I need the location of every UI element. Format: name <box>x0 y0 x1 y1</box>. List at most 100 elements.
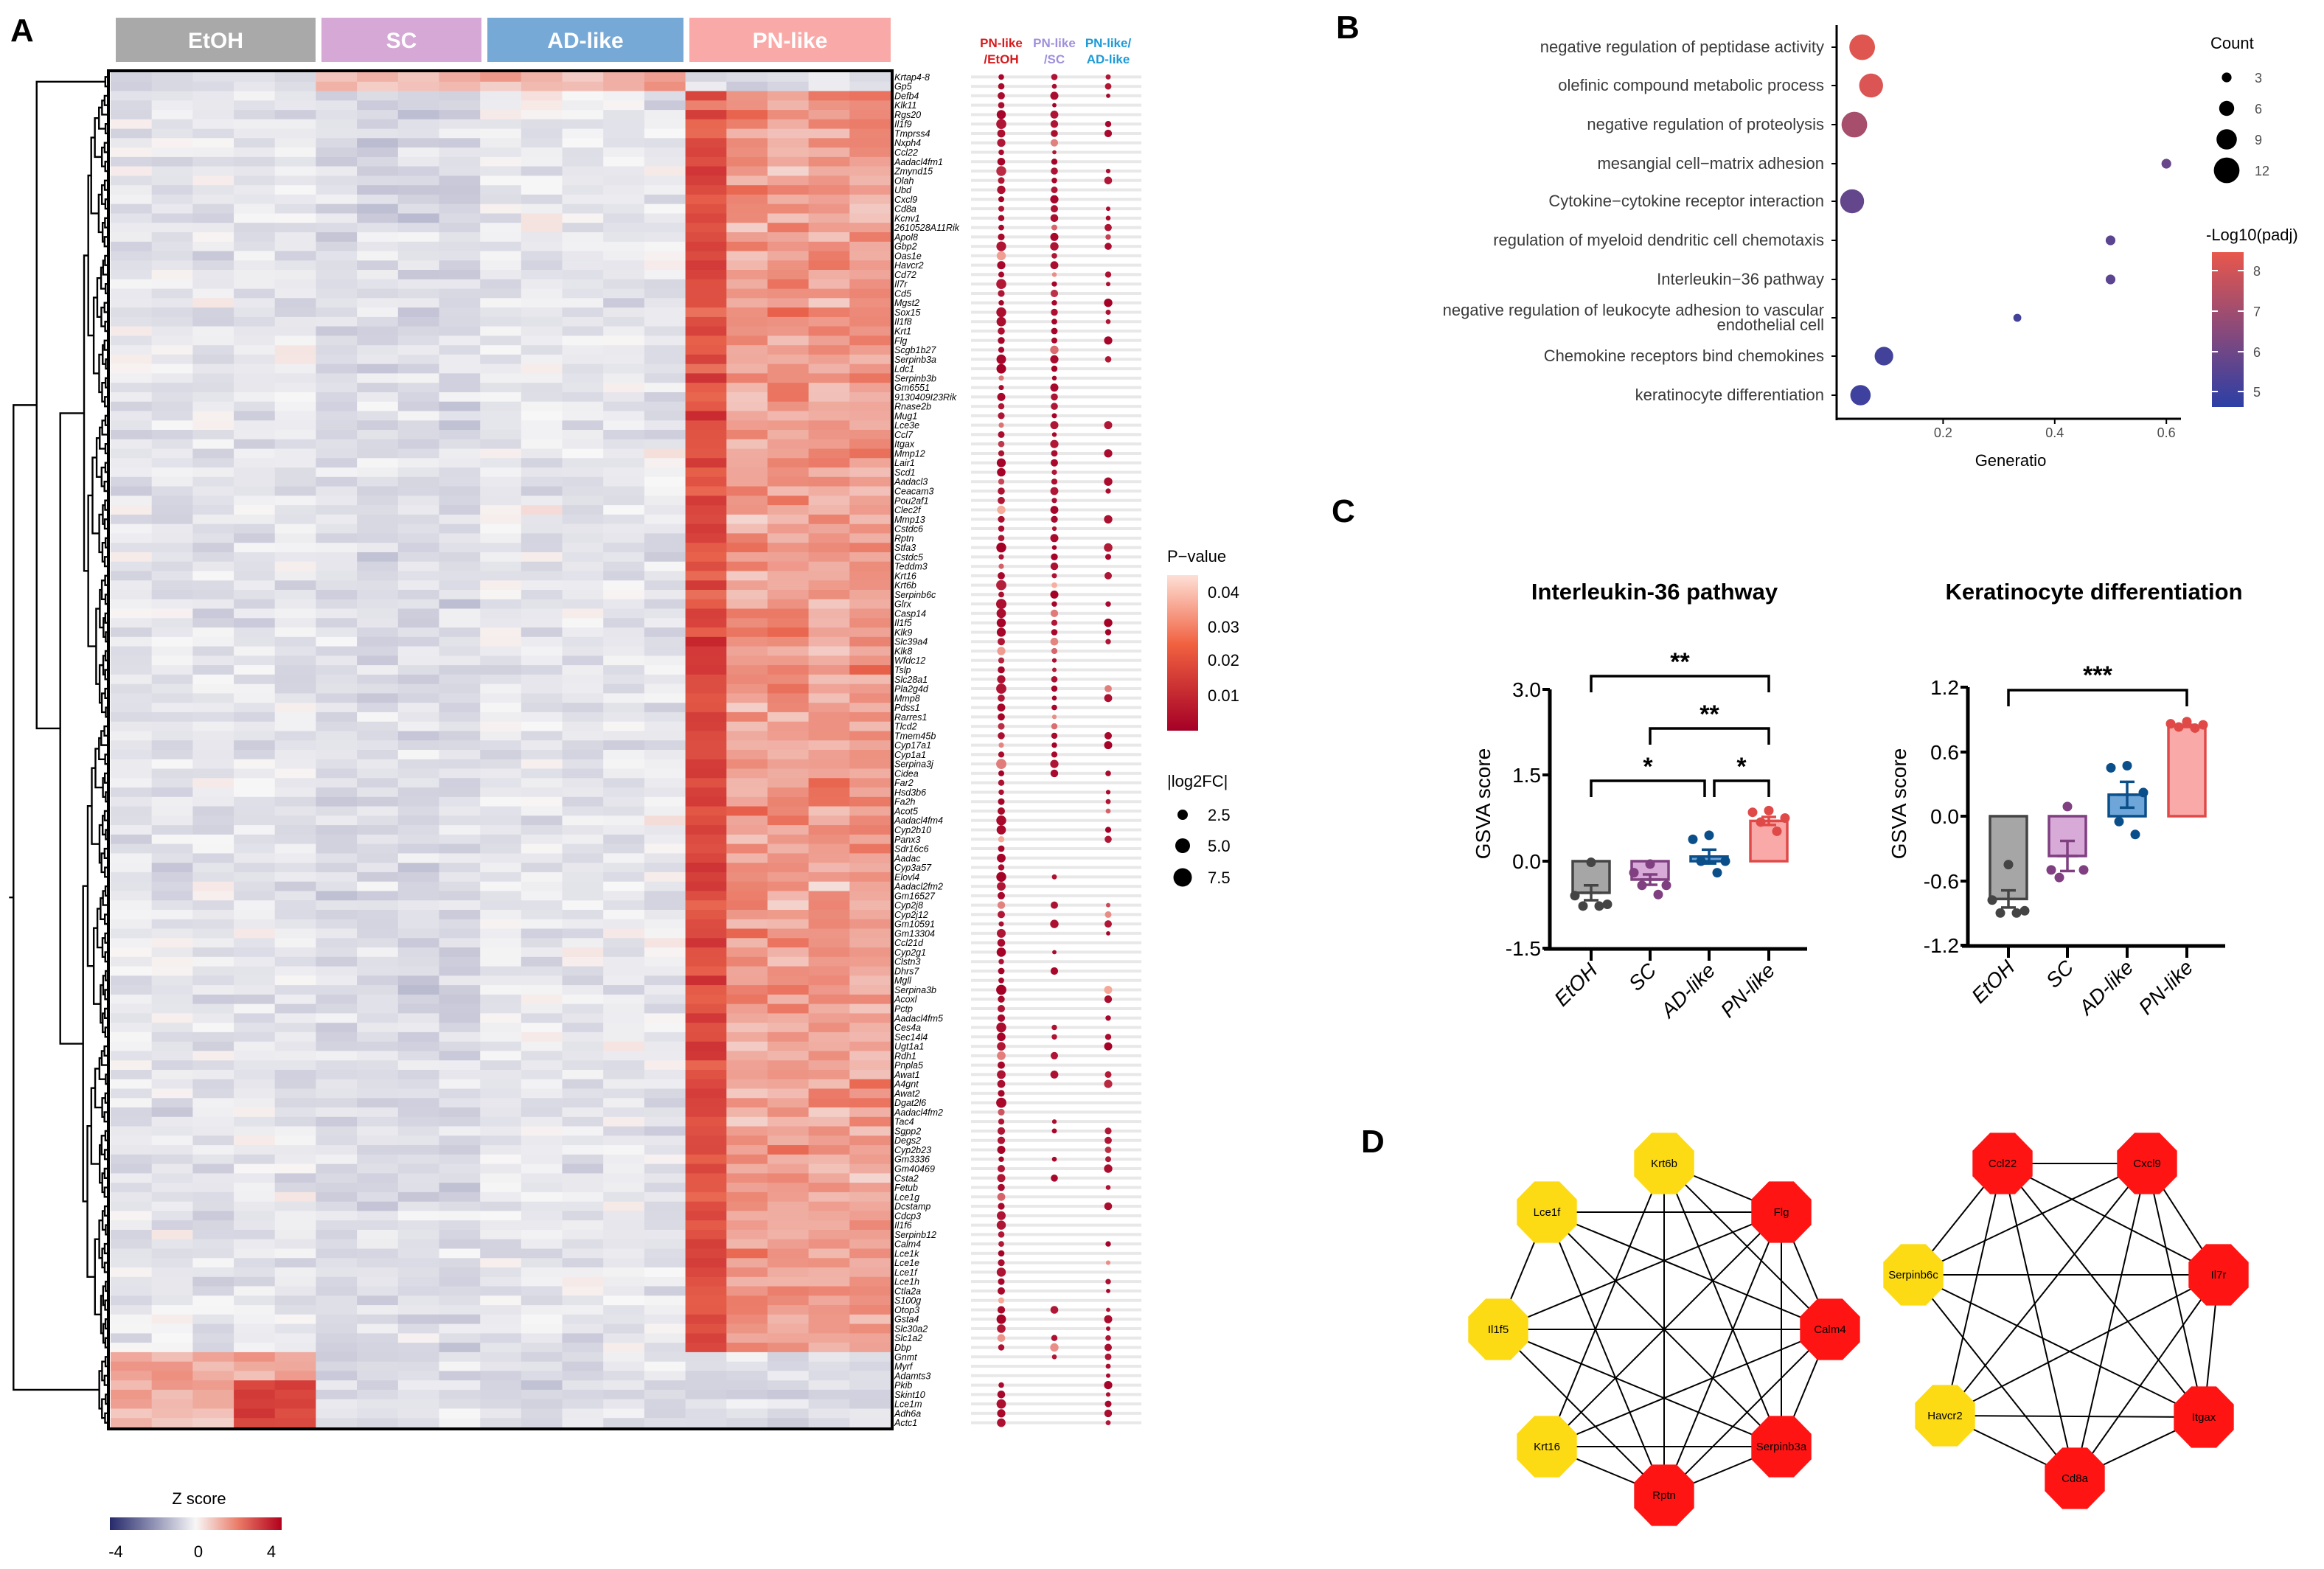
heatmap-cell <box>726 1248 768 1259</box>
heatmap-cell <box>357 1286 399 1296</box>
heatmap-cell <box>480 919 522 930</box>
heatmap-cell <box>808 1173 850 1183</box>
heatmap-cell <box>521 373 563 383</box>
heatmap-cell <box>357 1314 399 1325</box>
heatmap-cell <box>274 543 316 553</box>
heatmap-cell <box>726 81 768 92</box>
heatmap-cell <box>480 863 522 873</box>
heatmap-cell <box>644 119 686 130</box>
gene-label: Ldc1 <box>894 364 914 375</box>
heatmap-cell <box>234 768 276 779</box>
network-node[interactable] <box>1972 1133 2033 1194</box>
heatmap-cell <box>439 938 481 948</box>
heatmap-cell <box>521 1023 563 1033</box>
heatmap-cell <box>726 1267 768 1278</box>
pvalue-dot <box>998 525 1005 532</box>
heatmap-cell <box>274 665 316 675</box>
heatmap-cell <box>316 928 358 939</box>
zscore-legend: Z score -4 0 4 <box>108 1489 282 1561</box>
pvalue-dot <box>996 608 1006 619</box>
gene-label: Slc39a4 <box>894 637 928 647</box>
gene-label: Rdh1 <box>894 1051 916 1061</box>
network-node[interactable] <box>1468 1298 1528 1360</box>
heatmap-cell <box>151 213 193 223</box>
gene-label: Cidea <box>894 768 919 779</box>
heatmap-cell <box>726 618 768 628</box>
gene-label: Dgat2l6 <box>894 1098 926 1108</box>
network-node[interactable] <box>1634 1133 1694 1194</box>
gene-label: Ubd <box>894 185 912 195</box>
heatmap-cell <box>726 1116 768 1127</box>
gene-label: Klk8 <box>894 647 912 657</box>
heatmap-cell <box>849 1079 891 1090</box>
network-node[interactable] <box>1634 1464 1694 1526</box>
network-node[interactable] <box>1915 1385 1975 1447</box>
heatmap-cell <box>521 345 563 355</box>
heatmap-cell <box>849 590 891 600</box>
network-node[interactable] <box>1883 1244 1944 1306</box>
heatmap-cell <box>151 618 193 628</box>
heatmap-cell <box>439 1305 481 1315</box>
heatmap-cell <box>316 270 358 280</box>
heatmap-cell <box>685 881 727 892</box>
network-node[interactable] <box>2174 1386 2234 1448</box>
heatmap-cell <box>234 411 276 421</box>
heatmap-cell <box>562 138 604 148</box>
network-node[interactable] <box>1800 1298 1860 1360</box>
heatmap-cell <box>767 138 810 148</box>
pvalue-dot <box>1104 1400 1112 1408</box>
pvalue-dot <box>997 703 1006 712</box>
heatmap-cell <box>480 354 522 365</box>
gene-label: Mmp12 <box>894 448 925 459</box>
heatmap-cell <box>397 966 440 976</box>
heatmap-cell <box>357 448 399 459</box>
heatmap-cell <box>151 1333 193 1343</box>
pvalue-dot <box>998 1165 1005 1172</box>
heatmap-cell <box>685 335 727 346</box>
heatmap-cell <box>726 467 768 478</box>
network-node[interactable] <box>2045 1447 2105 1509</box>
pvalue-tick: 0.01 <box>1208 686 1239 705</box>
heatmap-cell <box>480 561 522 572</box>
heatmap-cell <box>192 175 234 186</box>
heatmap-cell <box>357 1295 399 1306</box>
heatmap-cell <box>397 392 440 403</box>
heatmap-cell <box>644 796 686 807</box>
heatmap-cell <box>111 703 153 713</box>
heatmap-cell <box>849 571 891 581</box>
heatmap-cell <box>603 1116 645 1127</box>
pvalue-dot <box>1050 111 1059 119</box>
heatmap-cell <box>726 251 768 261</box>
heatmap-cell <box>767 1239 810 1250</box>
heatmap-cell <box>316 110 358 120</box>
network-node[interactable] <box>1517 1416 1577 1478</box>
heatmap-cell <box>521 881 563 892</box>
panel-label-c: C <box>1332 493 1355 529</box>
network-edge <box>1546 1211 1782 1447</box>
heatmap-cell <box>397 1323 440 1334</box>
pvalue-dot <box>998 412 1005 420</box>
heatmap-cell <box>439 646 481 656</box>
gene-label: Gbp2 <box>894 242 917 252</box>
pvalue-dot <box>1104 299 1113 307</box>
network-node[interactable] <box>2188 1244 2249 1306</box>
heatmap-cell <box>397 203 440 215</box>
dendrogram-branch <box>105 1394 108 1405</box>
heatmap-cell <box>767 232 810 243</box>
network-node[interactable] <box>1751 1181 1812 1243</box>
heatmap-cell <box>151 872 193 883</box>
heatmap-cell <box>151 194 193 205</box>
heatmap-cell <box>685 138 727 148</box>
network-node[interactable] <box>1517 1181 1577 1243</box>
heatmap-cell <box>439 1088 481 1099</box>
heatmap-cell <box>685 1220 727 1231</box>
heatmap-cell <box>316 1079 358 1090</box>
network-node[interactable] <box>1751 1416 1812 1478</box>
heatmap-cell <box>767 147 810 158</box>
log2fc-tick: 7.5 <box>1208 869 1231 887</box>
heatmap-cell <box>111 251 153 261</box>
network-node[interactable] <box>2117 1133 2177 1194</box>
heatmap-cell <box>521 1371 563 1381</box>
heatmap-cell <box>439 853 481 863</box>
heatmap-cell <box>439 138 481 148</box>
